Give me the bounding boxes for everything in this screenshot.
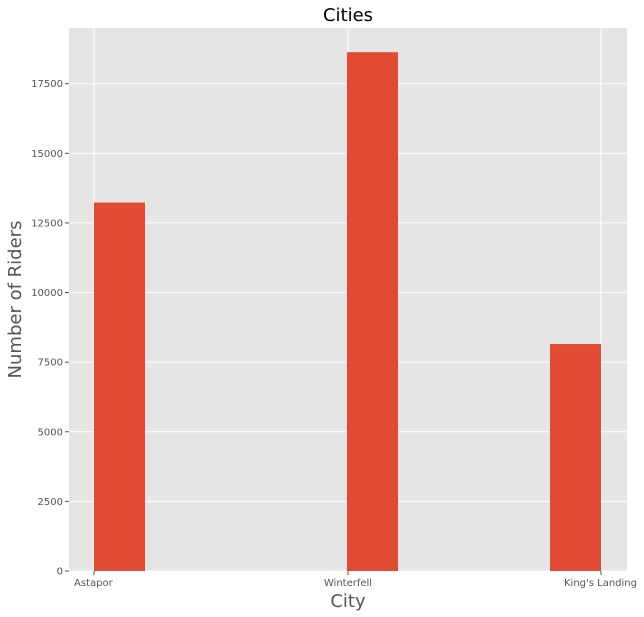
x-tick-label: Astapor [74, 578, 114, 589]
bars-layer [94, 52, 601, 572]
bar [550, 344, 601, 571]
y-tick-label: 2500 [38, 497, 63, 508]
bar [94, 202, 145, 571]
y-tick-label: 15000 [31, 149, 63, 160]
y-axis-ticks: 0 2500 5000 7500 10000 12500 15000 17500 [31, 79, 69, 578]
x-tick-label: Winterfell [324, 578, 372, 589]
y-tick-label: 12500 [31, 218, 63, 229]
y-tick-label: 10000 [31, 288, 63, 299]
y-tick-label: 17500 [31, 79, 63, 90]
x-axis-label: City [330, 591, 366, 612]
y-tick-label: 7500 [38, 358, 63, 369]
y-axis-label: Number of Riders [5, 221, 26, 379]
x-axis-ticks: Astapor Winterfell King's Landing [74, 571, 637, 589]
y-tick-label: 5000 [38, 427, 63, 438]
y-tick-label: 0 [57, 567, 63, 578]
bar [347, 52, 398, 572]
chart-title: Cities [323, 5, 373, 26]
x-tick-label: King's Landing [564, 578, 637, 589]
